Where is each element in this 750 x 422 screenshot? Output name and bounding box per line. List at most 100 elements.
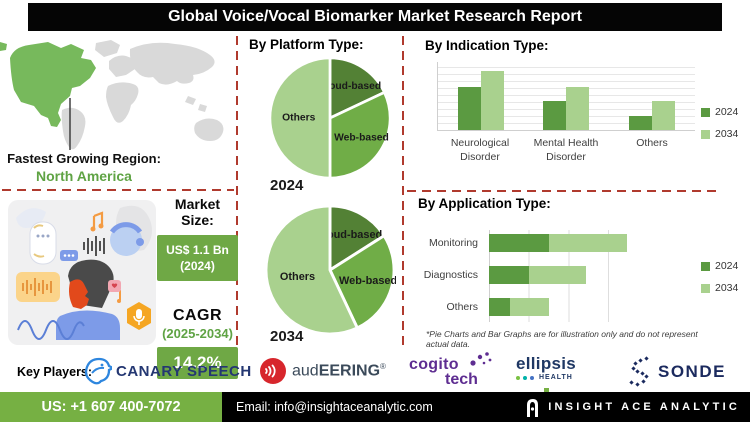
ellipsis-wordmark: ellipsis HEALTH (516, 354, 598, 390)
sonde-s-icon (629, 356, 649, 387)
indication-type-heading: By Indication Type: (425, 38, 549, 53)
legend-label: 2034 (715, 282, 739, 294)
listener-head (110, 224, 142, 256)
hbar-segment-2034 (528, 266, 586, 284)
soundwave-icon (83, 236, 105, 256)
pie-slice-cloud-based (328, 204, 386, 272)
page-title: Global Voice/Vocal Biomarker Market Rese… (168, 8, 582, 25)
footer-bar: Email: info@insightaceanalytic.com INSIG… (222, 392, 750, 422)
bar-2024 (457, 86, 481, 130)
chart-disclaimer: *Pie Charts and Bar Graphs are for illus… (426, 329, 698, 349)
audeering-registered: ® (380, 361, 386, 371)
fastest-growing-region-title: Fastest Growing Region: (7, 151, 161, 166)
map-north-america (10, 42, 96, 127)
key-players-label: Key Players: (17, 365, 93, 379)
indication-legend: 2024 2034 (701, 106, 738, 140)
mic-icon (136, 309, 142, 319)
bar-2034 (480, 70, 504, 130)
hbar-category-label: Others (446, 301, 478, 313)
speaker-face (69, 279, 89, 309)
pie-2024-label: 2024 (270, 177, 304, 194)
email-address: Email: info@insightaceanalytic.com (236, 400, 433, 414)
heart-icon (111, 283, 118, 288)
map-europe (109, 55, 137, 77)
brand-name: INSIGHT ACE ANALYTIC (548, 401, 740, 413)
speaker-dot (36, 234, 40, 238)
divider-middle-right (402, 36, 404, 350)
map-africa (106, 82, 139, 123)
sine-wave-icon (17, 320, 85, 340)
market-size-year: (2024) (180, 259, 215, 274)
hbar-row: Diagnostics (405, 266, 695, 284)
music-note-icon (92, 211, 104, 228)
fastest-growing-region-name: North America (36, 168, 132, 184)
market-size-badge: US$ 1.1 Bn (2024) (157, 235, 238, 282)
hbar-category-label: Monitoring (428, 237, 478, 249)
report-title-banner: Global Voice/Vocal Biomarker Market Rese… (28, 3, 722, 31)
logo-audeering: audEERING® (260, 358, 386, 384)
insight-ace-logo-icon (527, 399, 539, 417)
speaker-shoulders (56, 310, 120, 340)
pie-chart-2024: Cloud-based Web-based Others (268, 56, 392, 180)
logo-sonde: SONDE (629, 356, 726, 388)
pie-svg: Cloud-based Web-based Others (268, 56, 392, 180)
speaker-dot (46, 234, 50, 238)
smart-speaker-icon (29, 221, 57, 265)
indication-bar-chart (437, 62, 695, 131)
ellipsis-dot-green (516, 375, 520, 380)
world-map (0, 38, 236, 152)
cogito-text: cogito (409, 356, 459, 373)
pie-slice-web-based (328, 91, 392, 180)
voice-bubble-wave (22, 278, 52, 296)
hbar-segment-2034 (549, 234, 628, 252)
bar-group (457, 62, 504, 130)
fastest-growing-region: Fastest Growing Region: North America (0, 151, 168, 184)
legend-item-2034: 2034 (701, 128, 738, 140)
world-map-svg (0, 40, 224, 150)
music-note-dot (90, 226, 96, 232)
hbar-row: Others (405, 298, 695, 316)
logo-ellipsis-health: ellipsis HEALTH (516, 354, 598, 390)
market-size-value: US$ 1.1 Bn (166, 243, 229, 257)
brand-block: INSIGHT ACE ANALYTIC (525, 397, 740, 417)
pie-2034-label: 2034 (270, 328, 304, 345)
audeering-wordmark: audEERING® (292, 362, 386, 380)
market-size-title: Market Size: (174, 196, 221, 228)
chat-dot (71, 254, 75, 257)
pie-label: Web-based (334, 133, 389, 144)
mic-stand (133, 315, 145, 325)
bar-2024 (629, 115, 653, 130)
pie-label: Web-based (339, 275, 396, 287)
audeering-icon (260, 358, 286, 384)
pie-label: Others (282, 113, 315, 124)
cogito-wordmark: cogito tech (409, 352, 501, 390)
legend-swatch (701, 107, 710, 117)
map-islands (185, 96, 207, 112)
map-fragment (0, 42, 7, 51)
legend-swatch (701, 129, 710, 139)
sonde-wordmark: SONDE (658, 362, 726, 381)
legend-item-2034: 2034 (701, 282, 738, 294)
legend-label: 2024 (715, 106, 739, 118)
cagr-badge: 14.2% (157, 347, 238, 380)
divider-right-horizontal (407, 190, 717, 192)
legend-swatch (701, 261, 710, 271)
speaker-wave (33, 224, 45, 258)
pie-slice-web-based (328, 234, 396, 330)
pie-slice-others (264, 204, 359, 336)
platform-type-heading: By Platform Type: (249, 37, 364, 52)
hbar-segment-2024 (489, 266, 529, 284)
bar-category-label: Others (636, 137, 668, 149)
bar-group (543, 62, 590, 130)
cagr-period: (2025-2034) (162, 326, 233, 342)
voice-bubble-icon (16, 272, 60, 302)
hbar-category-label: Diagnostics (423, 269, 478, 281)
pie-label: Cloud-based (319, 81, 381, 92)
logo-cogito-tech: cogito tech (409, 352, 501, 390)
hbar-segment-2034 (509, 298, 550, 316)
headphones-icon (109, 222, 143, 234)
brand-green-dot (544, 388, 549, 392)
ellipsis-subrow: HEALTH (516, 374, 598, 381)
speaker-dot (41, 234, 45, 238)
